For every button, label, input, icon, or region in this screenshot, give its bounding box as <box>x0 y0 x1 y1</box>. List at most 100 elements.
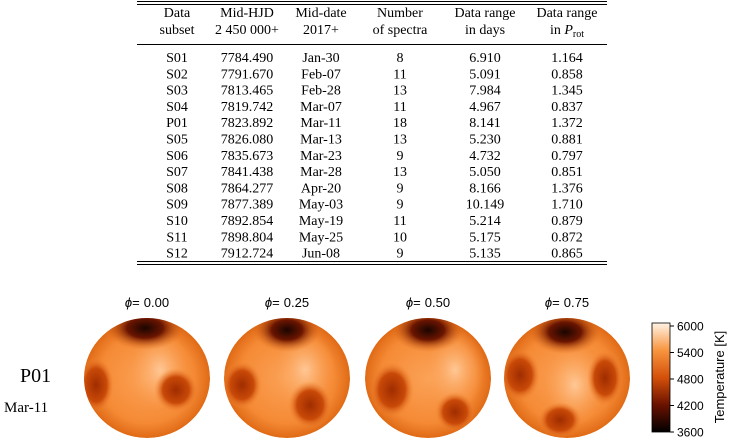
table-cell: 6.910 <box>469 51 501 66</box>
header-cell: Data range <box>536 6 597 21</box>
table-cell: 13 <box>393 165 407 180</box>
phase-symbol: ϕ <box>406 295 413 310</box>
table-cell: 18 <box>393 116 407 131</box>
table-cell: S09 <box>166 198 188 213</box>
table-cell: 4.732 <box>469 149 501 164</box>
table-cell: 7892.854 <box>221 214 274 229</box>
table-cell: 11 <box>393 214 406 229</box>
header-cell: in days <box>465 23 505 38</box>
table-cell: 7912.724 <box>221 247 274 262</box>
table-cell: 5.214 <box>469 214 501 229</box>
table-cell: 0.872 <box>551 230 583 245</box>
table-cell: 9 <box>397 198 404 213</box>
table-cell: Feb-07 <box>301 67 341 82</box>
table-cell: 9 <box>397 247 404 262</box>
header-cell: 2017+ <box>303 23 339 38</box>
table-cell: Mar-07 <box>300 100 342 115</box>
table-cell: May-25 <box>299 230 343 245</box>
colorbar-tick-label: 4800 <box>677 373 704 387</box>
table-cell: May-03 <box>299 198 343 213</box>
table-cell: 0.837 <box>551 100 583 115</box>
header-cell: 2 450 000+ <box>215 23 279 38</box>
table-cell: S07 <box>166 165 188 180</box>
table-cell: 5.175 <box>469 230 501 245</box>
table-cell: 7784.490 <box>221 51 274 66</box>
table-cell: 1.710 <box>551 198 583 213</box>
table-cell: 7841.438 <box>221 165 274 180</box>
table-cell: 1.376 <box>551 181 583 196</box>
header-part: P <box>563 23 573 38</box>
sphere <box>224 318 350 438</box>
phase-value: 0.00 <box>144 295 169 310</box>
table-cell: 7823.892 <box>221 116 274 131</box>
table-cell: S10 <box>166 214 188 229</box>
table-cell: 11 <box>393 67 406 82</box>
table-cell: 0.851 <box>551 165 583 180</box>
table-cell: S06 <box>166 149 188 164</box>
phase-sign: = <box>132 295 140 310</box>
table-cell: 7826.080 <box>221 133 274 148</box>
table-cell: 10 <box>393 230 407 245</box>
phase-value: 0.50 <box>425 295 450 310</box>
row-label: P01 <box>20 365 51 387</box>
table-cell: Mar-11 <box>300 116 341 131</box>
figure: P01 Mar-11 Temperature [K] ϕ= 0.00 ϕ= 0.25 ϕ… <box>4 295 727 440</box>
table-cell: 7877.389 <box>221 198 274 213</box>
table-cell: 5.135 <box>469 247 501 262</box>
table-cell: 7791.670 <box>221 67 274 82</box>
table-cell: 7.984 <box>469 84 501 99</box>
table-cell: Jan-30 <box>302 51 339 66</box>
table-cell: 11 <box>393 100 406 115</box>
header-part: rot <box>573 29 584 40</box>
phase-value: 0.75 <box>564 295 589 310</box>
table-cell: P01 <box>166 116 188 131</box>
phase-sign: = <box>552 295 560 310</box>
phase-symbol: ϕ <box>545 295 552 310</box>
sphere <box>84 318 210 438</box>
table-cell: S04 <box>166 100 188 115</box>
phase-symbol: ϕ <box>125 295 132 310</box>
table-cell: 4.967 <box>469 100 501 115</box>
colorbar-label: Temperature [K] <box>712 331 727 424</box>
table-cell: Mar-13 <box>300 133 342 148</box>
table-cell: 1.372 <box>551 116 583 131</box>
phase-label: ϕ= 0.75 <box>545 295 589 310</box>
phase-value: 0.25 <box>284 295 309 310</box>
table-cell: 8 <box>397 51 404 66</box>
table-cell: 9 <box>397 149 404 164</box>
table-cell: 13 <box>393 84 407 99</box>
table-cell: 7835.673 <box>221 149 274 164</box>
table-cell: 8.166 <box>469 181 501 196</box>
table-cell: 9 <box>397 181 404 196</box>
colorbar-tick-label: 4200 <box>677 399 704 413</box>
phase-sign: = <box>413 295 421 310</box>
table-cell: 0.879 <box>551 214 583 229</box>
table-cell: 0.881 <box>551 133 583 148</box>
table-cell: 1.345 <box>551 84 583 99</box>
table-cell: 0.858 <box>551 67 583 82</box>
sphere <box>365 318 491 438</box>
colorbar <box>651 322 671 433</box>
table-cell: 8.141 <box>469 116 501 131</box>
table-cell: S11 <box>166 230 187 245</box>
sphere <box>504 318 630 438</box>
table-cell: S03 <box>166 84 188 99</box>
table-cell: May-19 <box>299 214 343 229</box>
colorbar-tick-label: 5400 <box>677 346 704 360</box>
header-part: in <box>550 23 564 38</box>
phase-label: ϕ= 0.50 <box>406 295 450 310</box>
table-cell: 10.149 <box>466 198 505 213</box>
header-cell: subset <box>160 23 195 38</box>
table: Data subset Mid-HJD 2 450 000+ Mid-date 2017+… <box>137 1 607 265</box>
table-cell: S05 <box>166 133 188 148</box>
table-cell: Mar-23 <box>300 149 342 164</box>
table-cell: 0.797 <box>551 149 583 164</box>
header-cell: Number <box>377 6 423 21</box>
table-cell: 0.865 <box>551 247 583 262</box>
phase-sign: = <box>272 295 280 310</box>
colorbar-tick-label: 3600 <box>677 426 704 440</box>
table-cell: 13 <box>393 133 407 148</box>
row-date: Mar-11 <box>4 400 48 416</box>
table-cell: S12 <box>166 247 188 262</box>
table-cell: 1.164 <box>551 51 583 66</box>
